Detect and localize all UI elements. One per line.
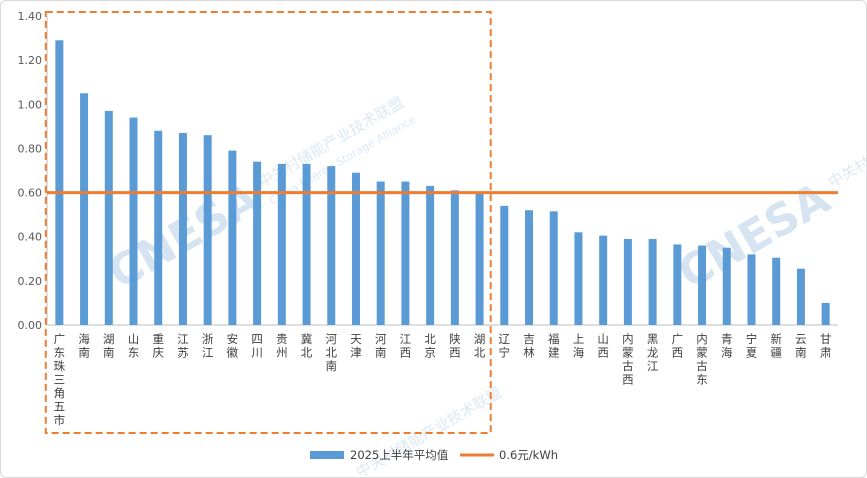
bar [500,205,509,325]
x-tick-label: 上海 [573,332,585,360]
y-tick-label: 0.80 [18,142,43,155]
bar [277,163,286,325]
bar [253,161,262,325]
y-tick-label: 0.00 [18,319,43,332]
x-tick-label: 重庆 [152,332,164,360]
bar [525,210,534,325]
x-tick-label: 广西 [672,332,684,360]
x-tick-label: 青海 [721,332,733,360]
bar [722,247,731,325]
bar [475,192,484,325]
x-tick-label: 四川 [251,332,263,360]
y-tick-label: 1.20 [18,54,43,67]
x-tick-label: 贵州 [276,332,288,360]
y-tick-label: 0.60 [18,187,43,200]
x-tick-label: 湖北 [474,332,486,360]
y-tick-label: 0.20 [18,275,43,288]
bar [747,254,756,325]
x-tick-label: 陕西 [449,332,461,360]
x-tick-label: 广东珠三角五市 [54,332,66,427]
x-tick-label: 云南 [795,332,807,360]
x-tick-label: 河北南 [326,332,338,373]
bar [80,93,89,325]
x-tick-label: 北京 [424,332,436,360]
x-tick-label: 内蒙古西 [622,332,634,387]
y-tick-label: 0.40 [18,231,43,244]
x-tick-label: 江苏 [177,332,189,360]
bars-layer [55,40,830,326]
bar [203,135,212,325]
bar [178,132,187,325]
watermark-org-2-bottom: 中关村储能产业技术联盟 [353,383,505,478]
x-tick-label: 内蒙古东 [696,332,708,387]
bar [796,268,805,325]
bar [673,244,682,325]
bar [228,150,237,325]
x-tick-label: 浙江 [202,332,214,360]
x-tick-label: 河南 [375,332,387,360]
legend-label-line: 0.6元/kWh [499,448,558,462]
bar [154,130,163,325]
bar [698,245,707,325]
y-tick-label: 1.00 [18,98,43,111]
bar [302,163,311,325]
x-tick-label: 吉林 [523,332,535,360]
bar [104,110,113,326]
bar [821,302,830,325]
x-tick-label: 山东 [128,332,140,360]
legend-label-bar: 2025上半年平均值 [350,448,449,462]
y-tick-label: 1.40 [18,10,43,23]
bar [426,185,435,325]
bar [648,238,657,325]
highlight-box [44,11,492,434]
bar [450,190,459,325]
x-tick-label: 海南 [78,332,90,360]
axes-layer: 0.00 0.20 0.40 0.60 0.80 1.00 1.20 1.40 [18,10,838,332]
bar [55,40,64,326]
x-tick-label: 江西 [400,332,412,360]
bar [623,238,632,325]
x-tick-label: 辽宁 [499,332,511,360]
x-tick-label: 新疆 [770,332,782,360]
x-tick-label: 冀北 [301,332,313,360]
x-tick-label: 福建 [548,332,560,360]
bar [327,166,336,325]
x-tick-label: 宁夏 [746,332,758,360]
x-tick-label: 湖南 [103,332,115,360]
legend: 2025上半年平均值 0.6元/kWh [310,448,558,462]
x-tick-label: 安徽 [227,332,239,360]
bar [376,181,385,325]
bar [549,211,558,325]
highlight-box-layer [44,11,492,434]
x-tick-label: 甘肃 [820,332,832,360]
bar [401,181,410,325]
watermark-org-2: 中关村储能产业技术联盟 [825,93,867,191]
legend-swatch-bar [310,451,344,459]
bar [599,235,608,325]
bar [772,257,781,325]
x-tick-label: 天津 [350,332,362,360]
x-tick-label: 山西 [597,332,609,360]
bar [129,117,138,326]
bar [574,232,583,325]
x-tick-label: 黑龙江 [647,332,659,373]
bar [351,172,360,325]
